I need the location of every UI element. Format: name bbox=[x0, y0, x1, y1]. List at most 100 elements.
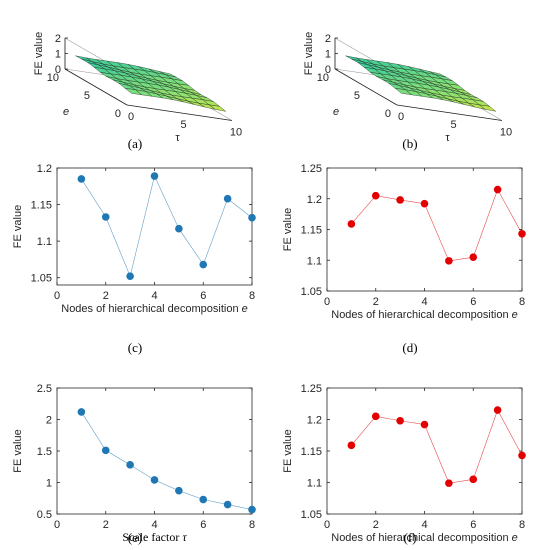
z-axis-label: FE value bbox=[33, 32, 45, 75]
x-tick-label: 2 bbox=[103, 290, 109, 302]
x-tick-label: 6 bbox=[470, 519, 476, 531]
e-tick-label: 5 bbox=[354, 90, 360, 102]
surface-patch bbox=[208, 104, 226, 112]
y-axis-label: FE value bbox=[12, 429, 24, 472]
data-point bbox=[371, 412, 380, 421]
data-point bbox=[518, 451, 526, 460]
y-axis-label: FE value bbox=[282, 429, 294, 472]
x-tick-label: 2 bbox=[373, 519, 379, 531]
panel-caption: (c) bbox=[128, 340, 142, 355]
data-point bbox=[347, 220, 356, 228]
data-point bbox=[77, 175, 86, 183]
y-tick-label: 1.05 bbox=[31, 273, 52, 285]
panel-caption: (f) bbox=[404, 530, 417, 545]
data-point bbox=[223, 194, 232, 203]
e-tick-label: 0 bbox=[385, 108, 391, 120]
z-tick-label: 1 bbox=[325, 49, 331, 61]
data-point bbox=[223, 500, 232, 509]
tau-axis bbox=[396, 104, 503, 121]
data-point bbox=[126, 461, 134, 469]
panel-caption: (a) bbox=[128, 136, 142, 151]
y-tick-label: 1.2 bbox=[37, 163, 52, 175]
axes-box bbox=[326, 387, 523, 515]
x-tick-label: 6 bbox=[470, 296, 476, 308]
series-line bbox=[81, 411, 253, 510]
y-tick-label: 1.2 bbox=[307, 194, 322, 206]
data-point bbox=[493, 406, 502, 414]
x-tick-label: 8 bbox=[249, 290, 255, 302]
e-tick-label: 10 bbox=[47, 72, 59, 84]
x-axis-label: Nodes of hierarchical decomposition e bbox=[331, 309, 518, 321]
series-line bbox=[351, 409, 523, 484]
x-axis-label: Scale factor τ bbox=[122, 530, 187, 544]
data-point bbox=[77, 408, 86, 416]
x-tick-label: 4 bbox=[421, 296, 427, 308]
y-tick-label: 2 bbox=[46, 415, 52, 427]
data-point bbox=[396, 416, 404, 425]
y-tick-label: 1.1 bbox=[37, 236, 52, 248]
data-point bbox=[248, 505, 256, 514]
data-point bbox=[445, 479, 453, 487]
z-axis-label: FE value bbox=[303, 32, 315, 75]
y-tick-label: 1.1 bbox=[307, 255, 322, 267]
data-point bbox=[175, 224, 183, 233]
data-point bbox=[126, 272, 134, 281]
y-axis-label: FE value bbox=[12, 205, 24, 248]
tau-tick-label: 10 bbox=[230, 127, 242, 139]
series-line bbox=[81, 175, 253, 278]
chart-panel-e: 0.5 1 1.5 2 2.5 0 2 4 6 8 FE value Scale factor τ(e… bbox=[12, 383, 256, 545]
data-point bbox=[420, 420, 429, 429]
y-axis-label: FE value bbox=[282, 208, 294, 251]
y-tick-label: 1.25 bbox=[301, 383, 322, 395]
e-axis-label: e bbox=[63, 106, 69, 118]
y-tick-label: 1.15 bbox=[301, 225, 322, 237]
z-tick-label: 2 bbox=[325, 33, 331, 45]
z-tick-label: 2 bbox=[55, 33, 61, 45]
panel-caption: (b) bbox=[402, 136, 417, 151]
e-axis bbox=[334, 68, 398, 106]
series-line bbox=[351, 188, 523, 262]
z-tick-label: 1 bbox=[55, 49, 61, 61]
data-point bbox=[101, 446, 110, 455]
x-tick-label: 4 bbox=[421, 519, 427, 531]
data-point bbox=[396, 196, 404, 204]
e-tick-label: 10 bbox=[317, 72, 329, 84]
y-tick-label: 1.05 bbox=[301, 509, 322, 521]
e-tick-label: 0 bbox=[115, 108, 121, 120]
y-tick-label: 1.5 bbox=[37, 446, 52, 458]
axes-box bbox=[56, 167, 253, 286]
x-axis-label: Nodes of hierarchical decomposition e bbox=[61, 303, 248, 315]
tau-axis bbox=[126, 104, 233, 121]
x-tick-label: 6 bbox=[200, 519, 206, 531]
panel-caption: (e) bbox=[128, 530, 142, 545]
axes-box bbox=[56, 387, 253, 515]
data-point bbox=[518, 230, 526, 238]
x-tick-label: 6 bbox=[200, 290, 206, 302]
data-point bbox=[199, 495, 208, 504]
y-tick-label: 1.2 bbox=[307, 415, 322, 427]
x-tick-label: 0 bbox=[54, 519, 60, 531]
y-tick-label: 1.15 bbox=[301, 446, 322, 458]
x-tick-label: 4 bbox=[151, 290, 157, 302]
data-point bbox=[469, 475, 478, 484]
chart-panel-c: 1.05 1.1 1.15 1.2 0 2 4 6 8 FE value Nodes of hier… bbox=[12, 163, 256, 355]
data-point bbox=[150, 172, 159, 180]
tau-tick-label: 0 bbox=[398, 111, 404, 123]
y-tick-label: 1.1 bbox=[307, 478, 322, 490]
y-tick-label: 1 bbox=[46, 478, 52, 490]
tau-tick-label: 0 bbox=[128, 111, 134, 123]
x-tick-label: 2 bbox=[103, 519, 109, 531]
x-tick-label: 2 bbox=[373, 296, 379, 308]
tau-tick-label: 5 bbox=[450, 119, 456, 131]
chart-panel-d: 1.05 1.1 1.15 1.2 1.25 0 2 4 6 8 FE value Nodes of … bbox=[282, 163, 526, 355]
axes-box bbox=[326, 167, 523, 292]
x-axis-label: Nodes of hierarchical decomposition e bbox=[331, 532, 518, 544]
chart-panel-f: 1.05 1.1 1.15 1.2 1.25 0 2 4 6 8 FE value Nodes of … bbox=[282, 383, 526, 545]
data-point bbox=[175, 486, 183, 495]
e-axis bbox=[64, 68, 128, 106]
x-tick-label: 8 bbox=[519, 519, 525, 531]
x-tick-label: 0 bbox=[324, 519, 330, 531]
chart-panel-b: 0 1 2 FE value 0 5 10 e 0 5 10 τ (b) bbox=[303, 32, 512, 151]
x-tick-label: 0 bbox=[324, 296, 330, 308]
